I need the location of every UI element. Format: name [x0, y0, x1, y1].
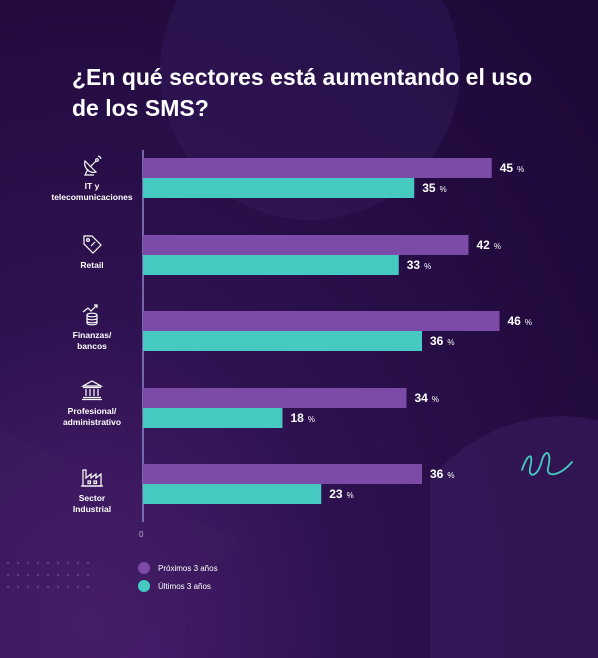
growth-coins-icon: [82, 304, 98, 326]
category-label: Finanzas/: [72, 330, 112, 340]
category-label: Profesional/: [67, 406, 117, 416]
bar-value-label: 36%: [430, 467, 454, 481]
category-professional: Profesional/ administrativo: [38, 378, 146, 428]
chart-title: ¿En qué sectores está aumentando el uso …: [72, 64, 533, 121]
bar-value-label: 33%: [407, 258, 431, 272]
category-label: telecomunicaciones: [51, 192, 133, 202]
bar-value-label: 42%: [477, 238, 501, 252]
bank-building-icon: [80, 380, 104, 401]
bar-next-3-years: [143, 464, 422, 484]
category-it: IT y telecomunicaciones: [38, 153, 146, 203]
category-label: Retail: [80, 260, 104, 270]
category-retail: Retail: [38, 232, 146, 271]
legend-label: Próximos 3 años: [158, 563, 218, 573]
bar-last-3-years: [143, 408, 283, 428]
bar-value-label: 18%: [291, 411, 315, 425]
legend-swatch-last: [138, 580, 150, 592]
category-finance: Finanzas/ bancos: [38, 302, 146, 352]
bar-next-3-years: [143, 235, 469, 255]
legend-label: Últimos 3 años: [158, 581, 211, 591]
category-label: bancos: [77, 341, 107, 351]
satellite-dish-icon: [84, 155, 102, 176]
bar-next-3-years: [143, 388, 407, 408]
bar-value-label: 35%: [422, 181, 446, 195]
category-industrial: Sector Industrial: [38, 465, 146, 515]
bar-value-label: 46%: [508, 314, 532, 328]
bar-last-3-years: [143, 255, 399, 275]
bar-value-label: 23%: [329, 487, 353, 501]
factory-icon: [81, 469, 103, 487]
bar-last-3-years: [143, 484, 322, 504]
bar-next-3-years: [143, 158, 492, 178]
legend-item-last: Últimos 3 años: [138, 580, 211, 592]
bar-last-3-years: [143, 178, 415, 198]
bar-value-label: 36%: [430, 334, 454, 348]
bar-value-label: 45%: [500, 161, 524, 175]
category-label: administrativo: [62, 417, 122, 427]
category-label: IT y: [84, 181, 100, 191]
bar-next-3-years: [143, 311, 500, 331]
price-tag-icon: [83, 235, 102, 254]
bar-last-3-years: [143, 331, 422, 351]
legend-item-next: Próximos 3 años: [138, 562, 218, 574]
category-label: Industrial: [72, 504, 112, 514]
axis-zero-label: 0: [139, 530, 144, 539]
category-label: Sector: [78, 493, 106, 503]
bar-value-label: 34%: [415, 391, 439, 405]
legend-swatch-next: [138, 562, 150, 574]
